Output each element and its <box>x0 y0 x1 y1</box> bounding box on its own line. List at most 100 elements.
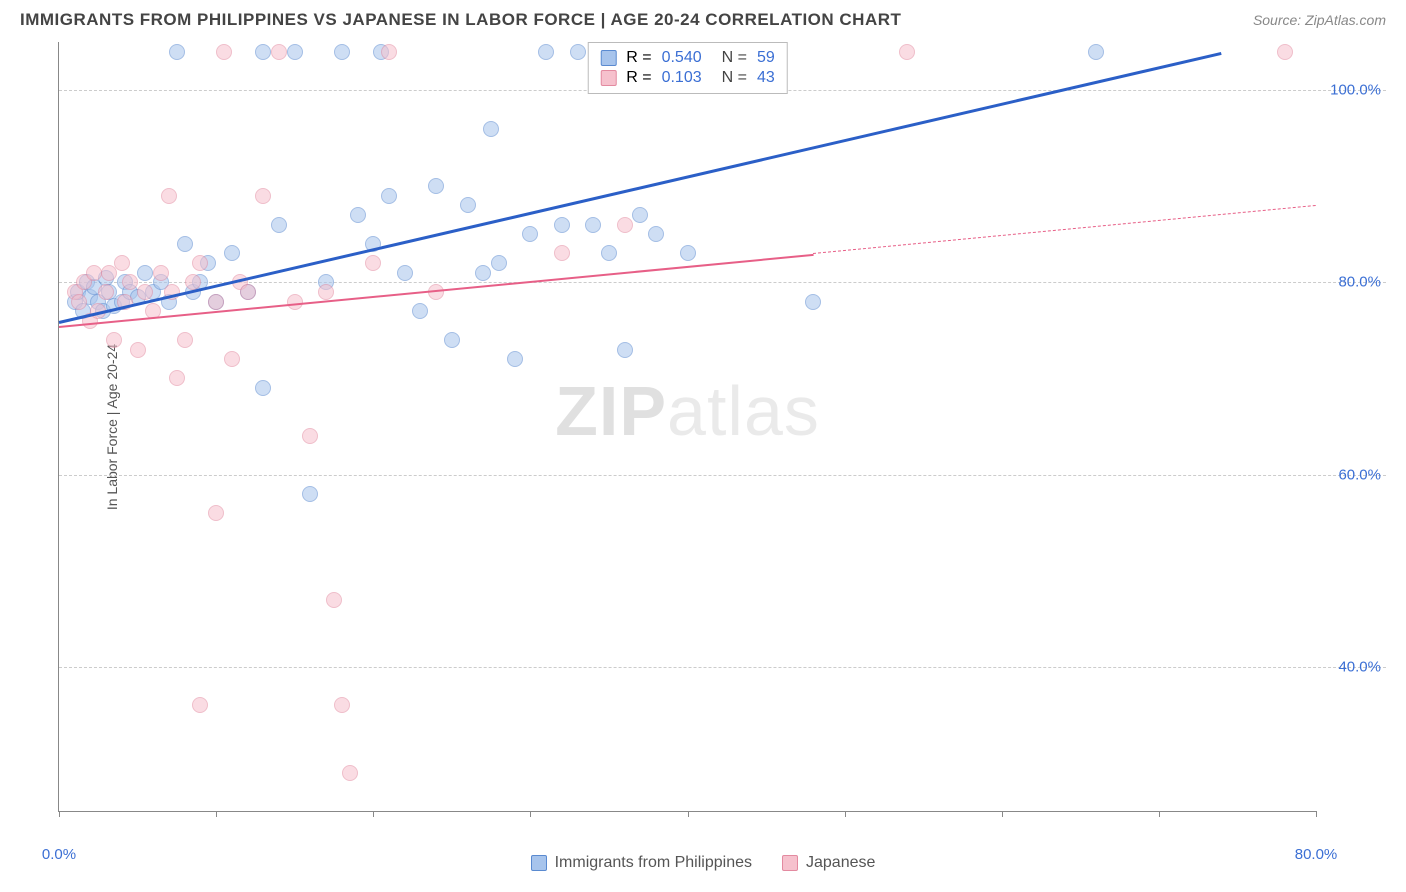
data-point-japanese <box>617 217 633 233</box>
data-point-philippines <box>444 332 460 348</box>
data-point-japanese <box>365 255 381 271</box>
data-point-japanese <box>318 284 334 300</box>
data-point-japanese <box>130 342 146 358</box>
data-point-philippines <box>601 245 617 261</box>
plot-area: ZIPatlas In Labor Force | Age 20-24 R = 0… <box>58 42 1316 812</box>
swatch-japanese <box>782 855 798 871</box>
data-point-japanese <box>98 284 114 300</box>
data-point-japanese <box>216 44 232 60</box>
data-point-philippines <box>334 44 350 60</box>
trend-line <box>813 205 1316 254</box>
y-tick-label: 60.0% <box>1338 466 1381 483</box>
chart-container: ZIPatlas In Labor Force | Age 20-24 R = 0… <box>50 42 1386 832</box>
x-tick <box>373 811 374 817</box>
data-point-philippines <box>554 217 570 233</box>
data-point-philippines <box>522 226 538 242</box>
data-point-philippines <box>1088 44 1104 60</box>
data-point-philippines <box>169 44 185 60</box>
data-point-japanese <box>106 332 122 348</box>
data-point-japanese <box>86 265 102 281</box>
data-point-japanese <box>287 294 303 310</box>
data-point-japanese <box>342 765 358 781</box>
data-point-philippines <box>570 44 586 60</box>
data-point-philippines <box>350 207 366 223</box>
data-point-philippines <box>137 265 153 281</box>
r-value: 0.540 <box>662 49 702 67</box>
x-tick <box>216 811 217 817</box>
data-point-japanese <box>177 332 193 348</box>
data-point-japanese <box>161 188 177 204</box>
y-tick-label: 100.0% <box>1330 82 1381 99</box>
x-tick <box>1159 811 1160 817</box>
data-point-japanese <box>240 284 256 300</box>
data-point-japanese <box>208 294 224 310</box>
legend-item-philippines: Immigrants from Philippines <box>531 854 752 872</box>
data-point-philippines <box>177 236 193 252</box>
watermark: ZIPatlas <box>555 371 820 451</box>
data-point-japanese <box>1277 44 1293 60</box>
data-point-philippines <box>483 121 499 137</box>
data-point-philippines <box>412 303 428 319</box>
x-tick <box>845 811 846 817</box>
data-point-philippines <box>397 265 413 281</box>
swatch-philippines <box>531 855 547 871</box>
data-point-philippines <box>585 217 601 233</box>
data-point-philippines <box>271 217 287 233</box>
data-point-philippines <box>224 245 240 261</box>
data-point-philippines <box>507 351 523 367</box>
data-point-japanese <box>255 188 271 204</box>
data-point-philippines <box>632 207 648 223</box>
data-point-philippines <box>302 486 318 502</box>
data-point-philippines <box>287 44 303 60</box>
data-point-philippines <box>428 178 444 194</box>
r-label: R = <box>626 69 651 87</box>
x-tick <box>59 811 60 817</box>
data-point-japanese <box>192 255 208 271</box>
swatch-japanese <box>600 70 616 86</box>
series-legend: Immigrants from Philippines Japanese <box>0 854 1406 872</box>
data-point-philippines <box>255 44 271 60</box>
swatch-philippines <box>600 50 616 66</box>
source-label: Source: ZipAtlas.com <box>1253 12 1386 28</box>
data-point-japanese <box>899 44 915 60</box>
y-axis-label: In Labor Force | Age 20-24 <box>104 343 120 509</box>
data-point-philippines <box>475 265 491 281</box>
chart-title: IMMIGRANTS FROM PHILIPPINES VS JAPANESE … <box>20 10 901 30</box>
gridline <box>59 282 1386 283</box>
data-point-philippines <box>648 226 664 242</box>
data-point-philippines <box>381 188 397 204</box>
data-point-philippines <box>460 197 476 213</box>
data-point-philippines <box>255 380 271 396</box>
data-point-japanese <box>71 294 87 310</box>
x-tick <box>530 811 531 817</box>
stats-row-philippines: R = 0.540 N = 59 <box>600 48 775 68</box>
data-point-japanese <box>122 274 138 290</box>
x-tick <box>1002 811 1003 817</box>
n-label: N = <box>722 49 747 67</box>
data-point-japanese <box>169 370 185 386</box>
stats-legend: R =0.540N =59R =0.103N =43 <box>587 42 788 94</box>
r-value: 0.103 <box>662 69 702 87</box>
data-point-japanese <box>208 505 224 521</box>
y-tick-label: 40.0% <box>1338 658 1381 675</box>
r-label: R = <box>626 49 651 67</box>
legend-item-japanese: Japanese <box>782 854 875 872</box>
data-point-japanese <box>326 592 342 608</box>
data-point-philippines <box>617 342 633 358</box>
n-label: N = <box>722 69 747 87</box>
data-point-japanese <box>114 255 130 271</box>
data-point-japanese <box>137 284 153 300</box>
n-value: 59 <box>757 49 775 67</box>
data-point-japanese <box>192 697 208 713</box>
data-point-philippines <box>805 294 821 310</box>
gridline <box>59 475 1386 476</box>
data-point-japanese <box>381 44 397 60</box>
legend-label: Immigrants from Philippines <box>555 854 752 872</box>
data-point-japanese <box>271 44 287 60</box>
x-tick <box>688 811 689 817</box>
data-point-philippines <box>680 245 696 261</box>
stats-row-japanese: R =0.103N =43 <box>600 68 775 88</box>
y-tick-label: 80.0% <box>1338 274 1381 291</box>
x-tick <box>1316 811 1317 817</box>
data-point-japanese <box>302 428 318 444</box>
